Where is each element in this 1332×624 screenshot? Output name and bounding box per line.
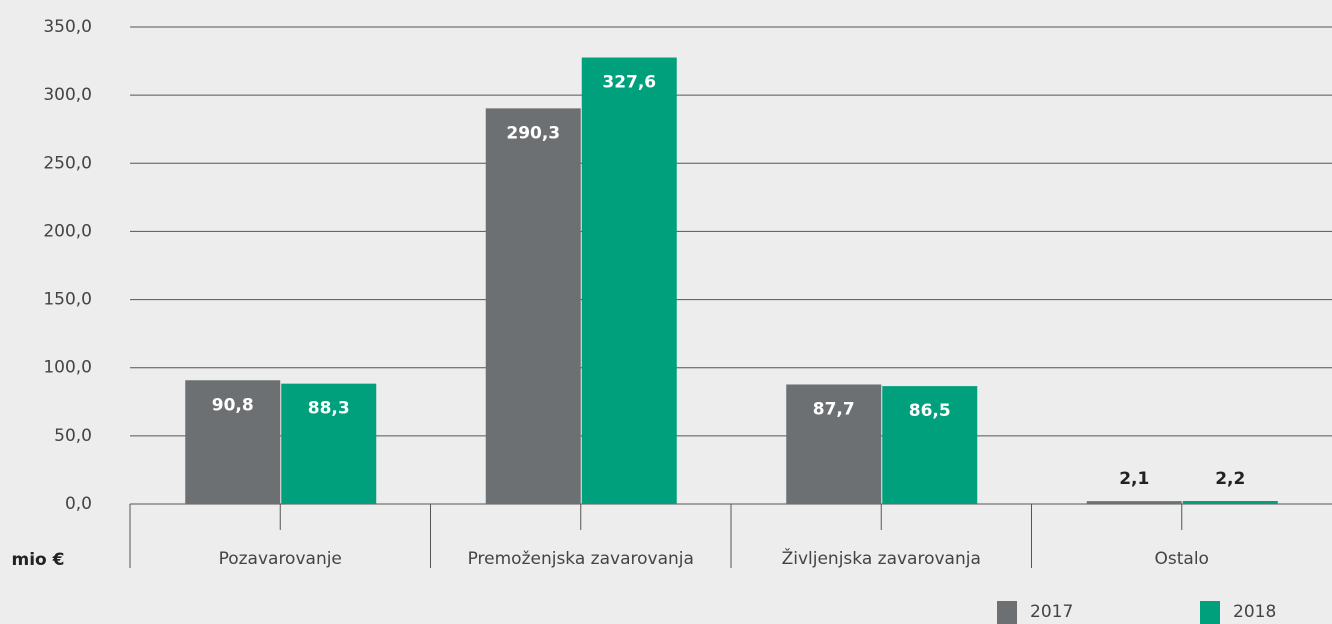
bar (281, 383, 377, 504)
y-tick-label: 50,0 (54, 426, 92, 446)
bar (485, 108, 581, 504)
x-tick-label: Pozavarovanje (219, 549, 342, 569)
bar (581, 57, 677, 504)
data-label: 87,7 (813, 399, 855, 419)
data-label: 2,1 (1119, 469, 1149, 489)
y-tick-label: 350,0 (43, 17, 92, 37)
y-tick-label: 300,0 (43, 85, 92, 105)
data-label: 290,3 (506, 123, 560, 143)
bar (882, 386, 978, 504)
y-tick-label: 100,0 (43, 358, 92, 378)
bar (1182, 501, 1278, 504)
bar (786, 384, 882, 504)
data-label: 88,3 (308, 399, 350, 419)
data-label: 327,6 (602, 73, 656, 93)
y-tick-label: 0,0 (65, 494, 92, 514)
y-tick-label: 150,0 (43, 290, 92, 310)
data-label: 86,5 (909, 401, 951, 421)
y-tick-label: 200,0 (43, 221, 92, 241)
bar (185, 380, 281, 504)
y-unit: mio € (12, 550, 65, 570)
bar (1086, 501, 1182, 504)
legend-swatch (997, 601, 1017, 624)
legend-label: 2018 (1233, 602, 1276, 622)
x-tick-label: Življenjska zavarovanja (782, 547, 981, 569)
x-tick-label: Premoženjska zavarovanja (468, 549, 694, 569)
data-label: 90,8 (212, 395, 254, 415)
legend-label: 2017 (1030, 602, 1073, 622)
legend-swatch (1200, 601, 1220, 624)
y-tick-label: 250,0 (43, 153, 92, 173)
data-label: 2,2 (1215, 469, 1245, 489)
x-tick-label: Ostalo (1155, 549, 1209, 569)
